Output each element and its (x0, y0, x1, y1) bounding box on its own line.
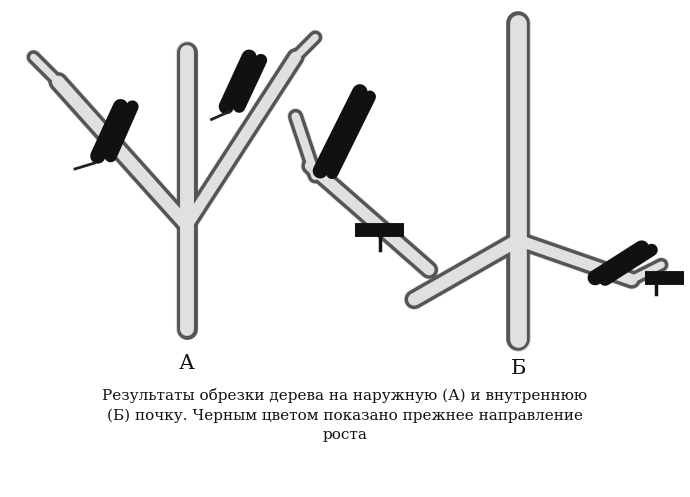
Text: Результаты обрезки дерева на наружную (А) и внутреннюю: Результаты обрезки дерева на наружную (А… (102, 389, 588, 404)
Text: Б: Б (511, 359, 526, 378)
Text: А: А (179, 354, 195, 373)
Text: (Б) почку. Черным цветом показано прежнее направление: (Б) почку. Черным цветом показано прежне… (107, 408, 583, 422)
Text: роста: роста (322, 428, 368, 442)
